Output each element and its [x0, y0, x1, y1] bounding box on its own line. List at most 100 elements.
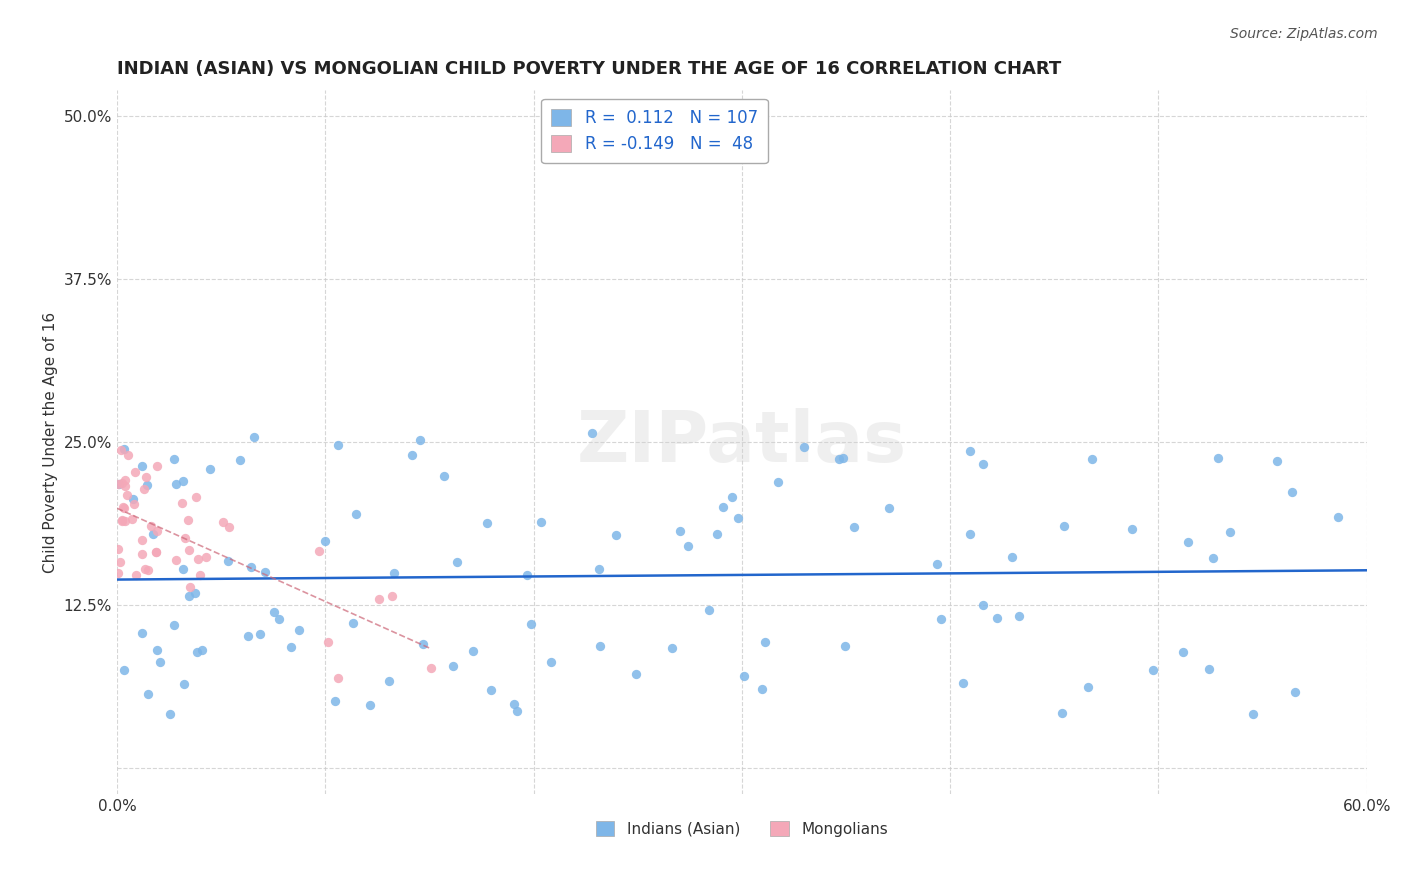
Point: [1121, 522, 1143, 536]
Point: [134, 562, 156, 576]
Point: [211, 515, 233, 529]
Point: [1177, 535, 1199, 549]
Point: [191, 643, 214, 657]
Text: Source: ZipAtlas.com: Source: ZipAtlas.com: [1230, 27, 1378, 41]
Point: [706, 527, 728, 541]
Point: [925, 557, 948, 571]
Point: [793, 440, 815, 454]
Point: [145, 643, 167, 657]
Point: [125, 568, 148, 582]
Point: [959, 527, 981, 541]
Point: [986, 611, 1008, 625]
Point: [139, 519, 162, 533]
Point: [177, 513, 200, 527]
Point: [238, 629, 260, 643]
Point: [239, 560, 262, 574]
Point: [253, 565, 276, 579]
Point: [842, 519, 865, 533]
Point: [409, 433, 432, 447]
Point: [441, 658, 464, 673]
Point: [344, 508, 367, 522]
Point: [187, 552, 209, 566]
Point: [1008, 608, 1031, 623]
Point: [172, 562, 194, 576]
Point: [669, 524, 692, 538]
Point: [110, 513, 132, 527]
Point: [433, 469, 456, 483]
Point: [626, 667, 648, 681]
Point: [117, 448, 139, 462]
Point: [1052, 706, 1074, 721]
Point: [112, 500, 135, 515]
Point: [419, 660, 441, 674]
Point: [163, 617, 186, 632]
Point: [145, 544, 167, 558]
Point: [159, 706, 181, 721]
Point: [381, 589, 404, 603]
Point: [132, 482, 155, 496]
Point: [328, 438, 350, 452]
Point: [188, 567, 211, 582]
Point: [754, 635, 776, 649]
Point: [1219, 524, 1241, 539]
Point: [111, 475, 134, 490]
Point: [173, 677, 195, 691]
Point: [243, 430, 266, 444]
Point: [107, 476, 129, 491]
Point: [179, 589, 201, 603]
Point: [1281, 485, 1303, 500]
Point: [766, 475, 789, 489]
Point: [111, 514, 134, 528]
Point: [136, 687, 159, 701]
Point: [217, 554, 239, 568]
Point: [163, 451, 186, 466]
Point: [1000, 549, 1022, 564]
Point: [145, 459, 167, 474]
Point: [186, 645, 208, 659]
Point: [972, 598, 994, 612]
Point: [280, 640, 302, 654]
Point: [1077, 680, 1099, 694]
Point: [145, 544, 167, 558]
Point: [959, 443, 981, 458]
Point: [170, 496, 193, 510]
Point: [138, 563, 160, 577]
Point: [1202, 551, 1225, 566]
Point: [412, 637, 434, 651]
Y-axis label: Child Poverty Under the Age of 16: Child Poverty Under the Age of 16: [44, 311, 58, 573]
Point: [135, 469, 157, 483]
Point: [929, 612, 952, 626]
Point: [131, 547, 153, 561]
Point: [378, 674, 401, 689]
Point: [506, 704, 529, 718]
Point: [1241, 707, 1264, 722]
Point: [589, 640, 612, 654]
Point: [581, 426, 603, 441]
Point: [149, 656, 172, 670]
Point: [588, 562, 610, 576]
Point: [165, 552, 187, 566]
Point: [121, 512, 143, 526]
Point: [115, 488, 138, 502]
Point: [733, 669, 755, 683]
Point: [316, 635, 339, 649]
Point: [183, 586, 205, 600]
Point: [1080, 451, 1102, 466]
Point: [516, 568, 538, 582]
Point: [828, 451, 851, 466]
Point: [172, 475, 194, 489]
Point: [1265, 454, 1288, 468]
Point: [121, 492, 143, 507]
Point: [530, 515, 553, 529]
Point: [173, 532, 195, 546]
Point: [249, 627, 271, 641]
Point: [1198, 663, 1220, 677]
Point: [520, 616, 543, 631]
Point: [323, 694, 346, 708]
Point: [326, 671, 349, 685]
Text: ZIPatlas: ZIPatlas: [576, 408, 907, 476]
Point: [711, 500, 734, 514]
Point: [972, 457, 994, 471]
Point: [146, 524, 169, 538]
Point: [269, 612, 291, 626]
